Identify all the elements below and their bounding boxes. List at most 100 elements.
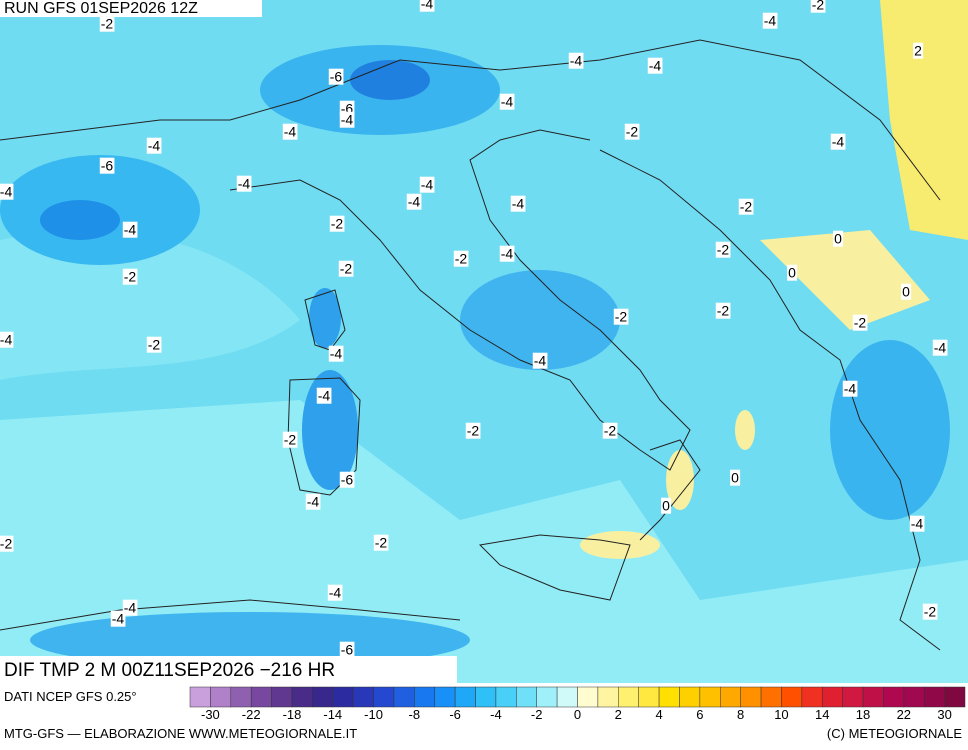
contour-label-bg [406,193,422,210]
colorbar-swatch [821,686,843,708]
contour-label-bg [787,264,798,281]
contour-label-bg [568,52,584,69]
contour-label-bg [613,308,629,325]
colorbar-tick-label: 14 [815,707,829,722]
contour-label-bg [373,534,389,551]
contour-label-bg [316,387,332,404]
colorbar-swatch [271,686,293,708]
contour-label-bg [339,641,355,658]
colorbar-tick-label: -10 [364,707,383,722]
colorbar-swatch [699,686,721,708]
contour-label-bg [624,123,640,140]
contour-label-bg [661,497,672,514]
contour-label: -4 [408,194,421,210]
contour-label: 2 [914,43,922,59]
colorbar-swatch [801,686,823,708]
contour-label-bg [913,42,924,59]
colorbar-swatch [393,686,415,708]
colorbar-swatch [556,686,578,708]
footer-right: (C) METEOGIORNALE [827,726,962,741]
colorbar-tick-label: 4 [655,707,662,722]
colorbar-swatch [210,686,232,708]
colorbar-tick-label: -22 [242,707,261,722]
coastlines [0,39,941,651]
contour-label-bg [715,302,731,319]
contour-label: -4 [501,246,514,262]
colorbar-swatch [781,686,803,708]
contour-label-bg [419,176,435,193]
contour-label: -2 [284,432,297,448]
contour-label-bg [730,469,741,486]
header-box [0,0,262,17]
run-label: RUN GFS 01SEP2026 12Z [4,0,198,17]
colorbar-tick-label: -14 [323,707,342,722]
colorbar-tick-label: -8 [409,707,421,722]
contour-label: -4 [284,124,297,140]
contour-label-bg [110,610,126,627]
contour-label-bg [327,584,343,601]
contour-label: -2 [626,124,639,140]
contour-label: -2 [854,315,867,331]
contour-label: -2 [375,535,388,551]
contour-label: -6 [341,472,354,488]
contour-label-bg [236,175,252,192]
colorbar-swatch [475,686,497,708]
contour-label: -2 [340,261,353,277]
contour-label-bg [932,339,948,356]
colorbar-tick-label: 10 [774,707,788,722]
contour-label-bg [305,493,321,510]
contour-label: -4 [238,176,251,192]
contour-label: -4 [0,332,12,348]
contour-label: 0 [834,231,842,247]
contour-label: -6 [101,158,114,174]
contour-label: -2 [924,604,937,620]
title-box [0,656,457,684]
colorbar-swatch [842,686,864,708]
contour-labels: -2-4-4-22-6-4 -4-6-4-4-2-4-4 -4-6-4 -4 -4-4-… [0,0,948,658]
colorbar-swatch [618,686,639,708]
colorbar-tick-label: -4 [490,707,502,722]
contour-label-bg [810,0,826,13]
colorbar-swatch [740,686,762,708]
colorbar-swatch [720,686,741,708]
contour-label: -4 [124,600,137,616]
contour-label: -6 [341,642,354,658]
colorbar-swatch [352,686,374,708]
contour-label: -2 [740,199,753,215]
colorbar-swatch [903,686,925,708]
contour-label: -4 [112,611,125,627]
map-title: DIF TMP 2 M 00Z11SEP2026 −216 HR [4,660,335,681]
contour-label: -4 [832,134,845,150]
colorbar-tick-label: -2 [531,707,543,722]
contour-label: -2 [331,216,344,232]
contour-label: -4 [844,381,857,397]
contour-label: -2 [717,242,730,258]
contour-label-bg [419,0,435,12]
contour-label: -2 [604,423,617,439]
contour-label-bg [830,133,846,150]
colorbar-swatch [516,686,537,708]
contour-label: -2 [455,251,468,267]
contour-label: -2 [812,0,825,13]
colorbar-swatch [577,686,599,708]
contour-label: -2 [615,309,628,325]
contour-label-bg [146,137,162,154]
colorbar-swatch [414,686,435,708]
contour-label: -4 [934,340,947,356]
contour-label: 0 [902,284,910,300]
contour-label-bg [510,195,526,212]
contour-label-bg [328,68,344,85]
contour-label-bg [715,241,731,258]
colorbar-swatch [230,686,252,708]
contour-label-bg [0,183,14,200]
contour-label-bg [842,380,858,397]
contour-label-bg [282,123,298,140]
contour-label: -2 [124,269,137,285]
contour-label-bg [852,314,868,331]
contour-label-bg [738,198,754,215]
contour-label-bg [833,230,844,247]
colorbar-swatch [250,686,272,708]
colorbar-swatch [332,686,354,708]
contour-label-bg [122,268,138,285]
